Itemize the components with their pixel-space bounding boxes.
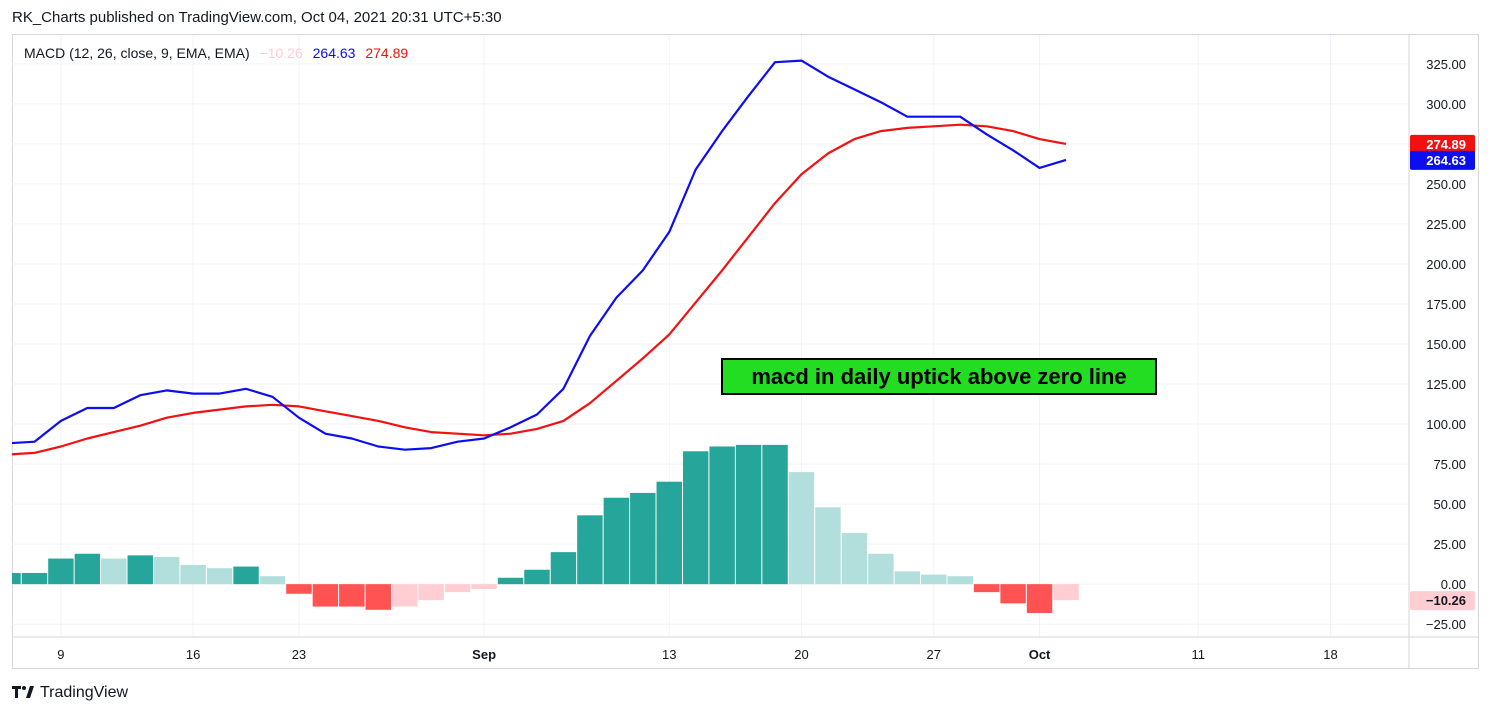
histogram-bar[interactable]	[630, 492, 656, 585]
x-tick-label: 9	[57, 647, 64, 662]
histogram-bar[interactable]	[12, 572, 21, 585]
histogram-bar[interactable]	[392, 584, 418, 607]
x-tick-label: 13	[662, 647, 676, 662]
chart-publisher-header: RK_Charts published on TradingView.com, …	[12, 9, 502, 26]
y-tick-label: 325.00	[1426, 57, 1466, 72]
y-tick-label: 0.00	[1441, 577, 1466, 592]
histogram-bar[interactable]	[947, 576, 973, 585]
tradingview-brand-text: TradingView	[40, 684, 129, 701]
last-value-label: 274.89	[1426, 137, 1466, 152]
x-tick-label: Sep	[472, 647, 496, 662]
histogram-bar[interactable]	[233, 566, 259, 585]
histogram-bar[interactable]	[894, 571, 921, 585]
histogram-bar[interactable]	[603, 497, 630, 585]
histogram-bar[interactable]	[841, 532, 868, 585]
histogram-bar[interactable]	[153, 556, 180, 585]
tradingview-branding[interactable]: TradingView	[12, 684, 128, 702]
histogram-bar[interactable]	[180, 564, 206, 585]
histogram-bar[interactable]	[48, 558, 74, 585]
histogram-bar[interactable]	[762, 444, 788, 585]
histogram-bar[interactable]	[973, 584, 1000, 593]
y-tick-label: 25.00	[1433, 537, 1466, 552]
histogram-bar[interactable]	[471, 584, 497, 589]
last-value-badge	[1410, 591, 1475, 611]
histogram-bar[interactable]	[656, 481, 682, 585]
y-tick-label: 50.00	[1433, 497, 1466, 512]
chart-frame[interactable]	[12, 34, 1479, 669]
histogram-bar[interactable]	[1053, 584, 1079, 601]
last-value-badge	[1410, 150, 1475, 170]
histogram-bar[interactable]	[815, 507, 841, 585]
y-tick-label: 225.00	[1426, 217, 1466, 232]
x-tick-label: 23	[292, 647, 306, 662]
histogram-bar[interactable]	[682, 451, 709, 585]
last-value-label: −10.26	[1426, 593, 1466, 608]
histogram-bar[interactable]	[577, 515, 603, 585]
y-tick-label: 250.00	[1426, 177, 1466, 192]
histogram-bar[interactable]	[524, 569, 550, 585]
x-tick-label: Oct	[1029, 647, 1051, 662]
chart-annotation[interactable]: macd in daily uptick above zero line	[721, 358, 1157, 395]
tradingview-logo-icon	[12, 685, 34, 702]
y-tick-label: 200.00	[1426, 257, 1466, 272]
histogram-bar[interactable]	[444, 584, 471, 593]
histogram-bar[interactable]	[21, 572, 48, 585]
histogram-bar[interactable]	[735, 444, 762, 585]
y-tick-label: 75.00	[1433, 457, 1466, 472]
signal-line[interactable]	[8, 123, 1067, 456]
histogram-bar[interactable]	[1000, 584, 1026, 604]
y-tick-label: 175.00	[1426, 297, 1466, 312]
legend-indicator-name: MACD (12, 26, close, 9, EMA, EMA)	[24, 45, 250, 61]
x-tick-label: 27	[927, 647, 941, 662]
histogram-bar[interactable]	[921, 574, 947, 585]
y-tick-label: 300.00	[1426, 97, 1466, 112]
y-tick-label: 150.00	[1426, 337, 1466, 352]
legend-histogram-value: −10.26	[259, 45, 303, 61]
last-value-label: 264.63	[1426, 153, 1466, 168]
histogram-bar[interactable]	[286, 584, 312, 594]
histogram-bar[interactable]	[339, 584, 365, 607]
histogram-bar[interactable]	[868, 553, 894, 585]
histogram-bar[interactable]	[497, 577, 524, 585]
histogram-bar[interactable]	[709, 446, 735, 585]
macd-line[interactable]	[8, 59, 1067, 451]
histogram-bar[interactable]	[312, 584, 339, 607]
histogram-bar[interactable]	[74, 553, 101, 585]
histogram-bar[interactable]	[365, 584, 392, 610]
histogram-bar[interactable]	[550, 552, 577, 585]
indicator-legend[interactable]: MACD (12, 26, close, 9, EMA, EMA) −10.26…	[24, 45, 414, 61]
histogram-bar[interactable]	[788, 472, 815, 585]
y-tick-label: −25.00	[1426, 617, 1466, 632]
legend-macd-value: 264.63	[312, 45, 356, 61]
x-tick-label: 16	[186, 647, 200, 662]
histogram-bar[interactable]	[127, 555, 153, 585]
histogram-bar[interactable]	[418, 584, 444, 601]
histogram-bar[interactable]	[1026, 584, 1053, 613]
x-tick-label: 20	[794, 647, 808, 662]
histogram-bar[interactable]	[259, 576, 286, 585]
legend-signal-value: 274.89	[365, 45, 409, 61]
histogram-bar[interactable]	[206, 568, 233, 585]
y-tick-label: 125.00	[1426, 377, 1466, 392]
y-tick-label: 100.00	[1426, 417, 1466, 432]
last-value-badge	[1410, 134, 1475, 154]
x-tick-label: 18	[1323, 647, 1337, 662]
histogram-bar[interactable]	[101, 558, 127, 585]
x-tick-label: 11	[1192, 647, 1206, 662]
